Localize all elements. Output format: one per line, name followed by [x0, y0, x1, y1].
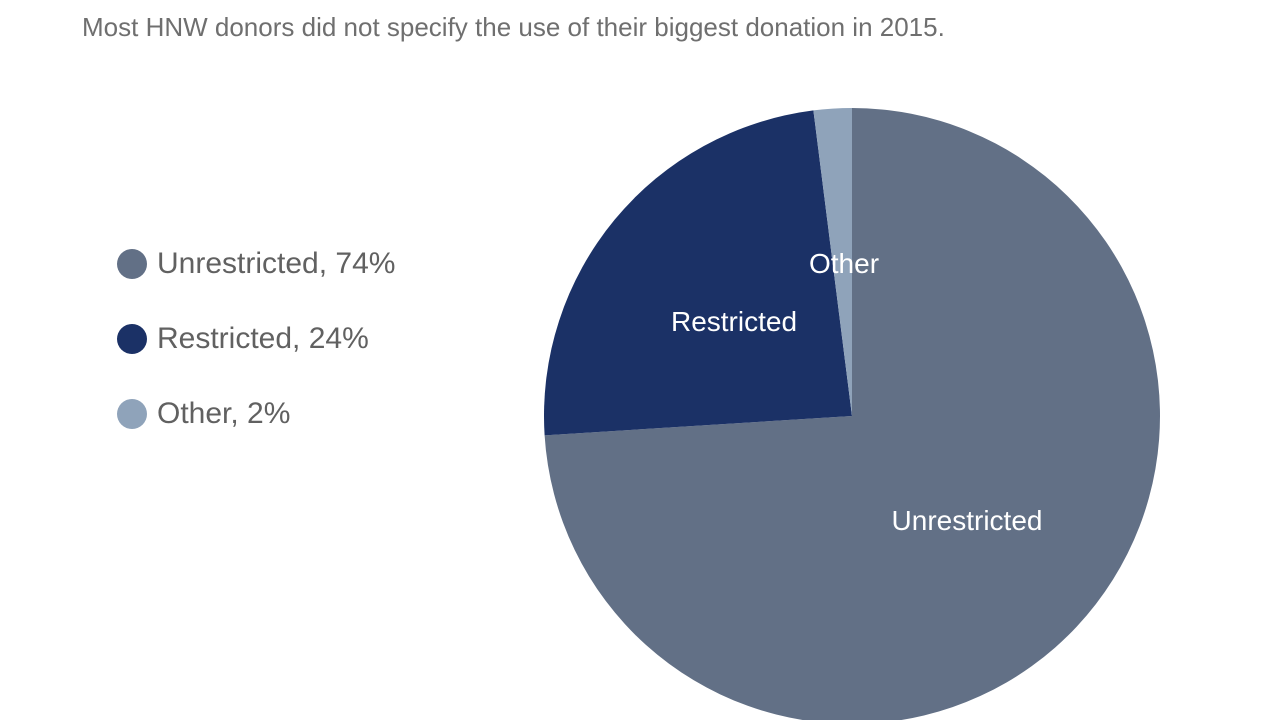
legend-label: Restricted, 24%	[157, 321, 369, 355]
legend-swatch	[117, 248, 147, 279]
pie-svg	[544, 108, 1160, 720]
chart-title: Most HNW donors did not specify the use …	[82, 12, 945, 42]
pie-slice-unrestricted	[544, 108, 1160, 720]
pie-chart	[544, 108, 1160, 720]
legend-swatch	[117, 323, 147, 354]
legend-item-unrestricted: Unrestricted, 74%	[117, 246, 396, 280]
legend-label: Other, 2%	[157, 396, 291, 430]
pie-slice-restricted	[544, 110, 852, 436]
legend-label: Unrestricted, 74%	[157, 246, 396, 280]
legend-item-restricted: Restricted, 24%	[117, 321, 395, 355]
legend-swatch	[117, 398, 147, 429]
pie-slice-other	[813, 108, 852, 416]
legend-item-other: Other, 2%	[117, 396, 395, 430]
legend: Unrestricted, 74% Restricted, 24% Other,…	[117, 246, 396, 430]
